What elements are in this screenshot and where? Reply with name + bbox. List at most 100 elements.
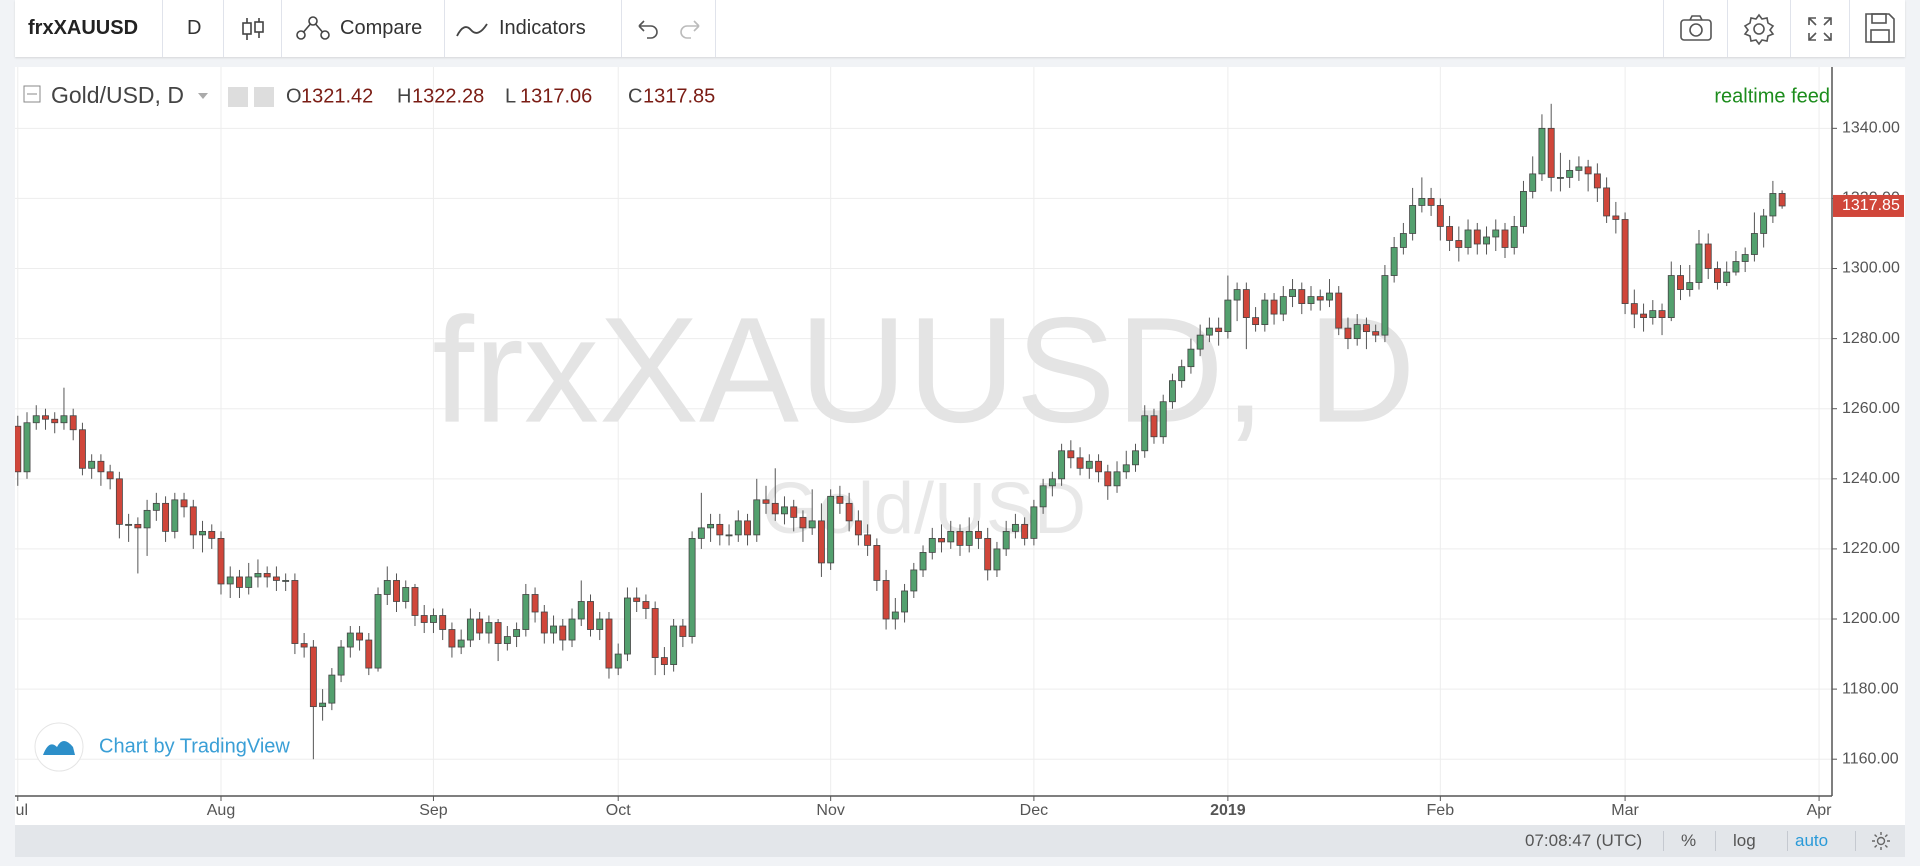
percent-toggle[interactable]: % bbox=[1681, 831, 1697, 850]
watermark: frxXAUUSD, D bbox=[432, 286, 1415, 454]
candle-body bbox=[781, 506, 788, 515]
candle-body bbox=[1612, 215, 1620, 220]
candle-body bbox=[23, 422, 31, 473]
x-tick-label: Sep bbox=[419, 802, 448, 819]
candle-body bbox=[882, 580, 890, 620]
candle-body bbox=[771, 502, 779, 515]
candle-body bbox=[1455, 240, 1463, 248]
candle-body bbox=[1732, 261, 1740, 273]
candle-body bbox=[910, 569, 918, 592]
candle-body bbox=[1362, 324, 1370, 333]
candle-body bbox=[143, 509, 151, 529]
compare-icon[interactable] bbox=[295, 15, 331, 43]
redo-button[interactable] bbox=[677, 18, 703, 40]
candle-body bbox=[1076, 457, 1084, 469]
candle-body bbox=[494, 622, 502, 644]
undo-button[interactable] bbox=[635, 18, 661, 40]
candle-body bbox=[199, 530, 206, 536]
candle-body bbox=[42, 415, 49, 420]
candle-body bbox=[282, 580, 290, 582]
separator bbox=[1855, 831, 1856, 851]
candle-body bbox=[383, 580, 391, 595]
candle-body bbox=[513, 629, 521, 637]
candle-body bbox=[97, 460, 105, 473]
candle-body bbox=[1224, 299, 1232, 333]
x-tick-label: Mar bbox=[1611, 802, 1639, 819]
candle-body bbox=[346, 632, 354, 648]
candle-body bbox=[485, 622, 493, 634]
candle-body bbox=[217, 537, 225, 585]
watermark-subtitle: Gold/USD bbox=[762, 469, 1086, 549]
candle-body bbox=[1011, 523, 1019, 532]
candle-body bbox=[208, 530, 216, 539]
compare-button[interactable]: Compare bbox=[340, 17, 423, 39]
collapse-icon[interactable] bbox=[23, 85, 41, 103]
snapshot-button[interactable] bbox=[1679, 13, 1713, 43]
candle-body bbox=[688, 537, 696, 637]
candle-body bbox=[854, 520, 862, 536]
candle-body bbox=[1316, 296, 1324, 301]
interval-button[interactable]: D bbox=[187, 17, 202, 39]
candle-body bbox=[873, 545, 881, 581]
candle-body bbox=[1510, 226, 1518, 248]
candle-body bbox=[134, 523, 142, 529]
candle-body bbox=[1169, 380, 1176, 403]
format-icon[interactable] bbox=[254, 87, 274, 107]
candle-body bbox=[725, 534, 733, 537]
candle-body bbox=[1399, 233, 1407, 248]
visibility-icon[interactable] bbox=[228, 87, 248, 107]
candle-body bbox=[938, 537, 945, 543]
candle-body bbox=[1520, 191, 1527, 227]
candle-body bbox=[180, 499, 188, 508]
y-tick-label: 1200.00 bbox=[1842, 610, 1900, 627]
ohlc-value: 1322.28 bbox=[412, 85, 484, 107]
settings-button[interactable] bbox=[1743, 13, 1775, 45]
candle-body bbox=[245, 576, 253, 588]
candle-body bbox=[60, 415, 68, 424]
candle-body bbox=[1150, 415, 1158, 438]
candle-body bbox=[919, 552, 927, 571]
candle-body bbox=[439, 615, 447, 630]
save-button[interactable] bbox=[1864, 12, 1896, 44]
branding-link[interactable]: Chart by TradingView bbox=[99, 735, 290, 757]
x-tick-label: Aug bbox=[207, 802, 235, 819]
candle-body bbox=[328, 674, 336, 704]
candle-body bbox=[1205, 327, 1213, 336]
log-toggle[interactable]: log bbox=[1733, 831, 1756, 850]
candle-body bbox=[753, 499, 761, 536]
chart-style-button[interactable] bbox=[240, 16, 266, 42]
candle-body bbox=[152, 502, 160, 511]
symbol-label[interactable]: Gold/USD, D bbox=[51, 82, 184, 108]
candle-body bbox=[125, 523, 133, 526]
candle-body bbox=[716, 523, 724, 536]
candle-body bbox=[1372, 331, 1380, 336]
symbol-button[interactable]: frxXAUUSD bbox=[28, 17, 139, 39]
candle-body bbox=[374, 594, 382, 669]
candle-body bbox=[1446, 226, 1454, 241]
chart: frxXAUUSD, D Gold/USD 1160.00 1180.00 1200… bbox=[15, 67, 1904, 819]
candle-body bbox=[1538, 127, 1546, 175]
status-settings[interactable] bbox=[1871, 831, 1891, 851]
candle-body bbox=[587, 601, 594, 630]
candle-body bbox=[78, 429, 86, 469]
indicators-button[interactable]: Indicators bbox=[499, 17, 586, 39]
y-tick-label: 1260.00 bbox=[1842, 400, 1900, 417]
candle-body bbox=[88, 460, 96, 469]
candle-body bbox=[291, 580, 299, 644]
candle-body bbox=[790, 506, 798, 518]
candle-body bbox=[891, 611, 899, 620]
separator bbox=[444, 0, 445, 57]
separator bbox=[162, 0, 163, 57]
candle-body bbox=[1547, 127, 1555, 178]
indicators-icon[interactable] bbox=[455, 18, 489, 40]
auto-toggle[interactable]: auto bbox=[1795, 831, 1829, 850]
candle-body bbox=[1261, 299, 1269, 326]
fullscreen-button[interactable] bbox=[1807, 16, 1833, 42]
candle-body bbox=[596, 618, 604, 630]
candle-body bbox=[734, 520, 742, 536]
candle-body bbox=[51, 418, 59, 424]
candle-body bbox=[1427, 198, 1435, 206]
separator bbox=[715, 0, 716, 57]
dropdown-arrow[interactable] bbox=[198, 93, 208, 99]
